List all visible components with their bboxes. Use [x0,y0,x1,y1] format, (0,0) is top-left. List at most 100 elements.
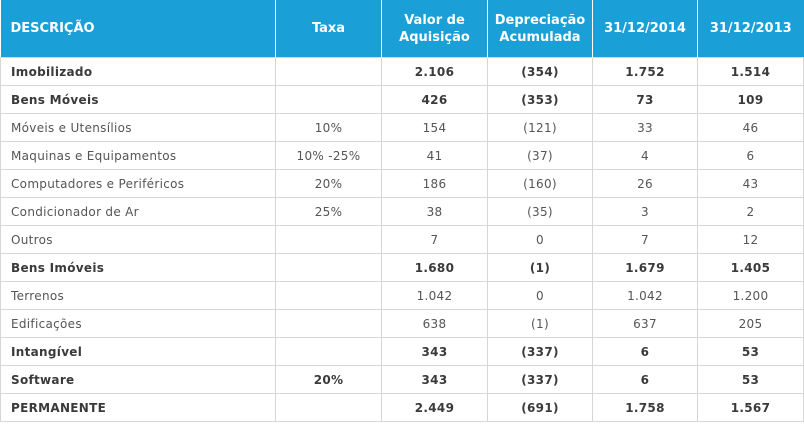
cell-2013: 109 [697,85,804,114]
header-2014: 31/12/2014 [592,0,698,58]
cell-depreciacao: (691) [487,393,593,422]
table-row: Bens Móveis 426 (353) 73 109 [0,85,804,114]
cell-2014: 1.758 [592,393,698,422]
cell-2013: 53 [697,337,804,366]
cell-valor-aquisicao: 154 [381,113,488,142]
cell-2014: 6 [592,365,698,394]
cell-2013: 46 [697,113,804,142]
header-descricao: DESCRIÇÃO [0,0,276,58]
table-row: Imobilizado 2.106 (354) 1.752 1.514 [0,57,804,86]
table-row: Terrenos 1.042 0 1.042 1.200 [0,281,804,310]
cell-descricao: Maquinas e Equipamentos [0,141,276,170]
cell-depreciacao: (37) [487,141,593,170]
cell-descricao: Bens Imóveis [0,253,276,282]
cell-2014: 4 [592,141,698,170]
fixed-assets-table: DESCRIÇÃO Taxa Valor de Aquisição Depreci… [0,0,804,422]
cell-taxa: 10% [275,113,382,142]
cell-depreciacao: (354) [487,57,593,86]
cell-taxa [275,253,382,282]
cell-valor-aquisicao: 41 [381,141,488,170]
cell-2014: 33 [592,113,698,142]
cell-2013: 6 [697,141,804,170]
cell-taxa [275,337,382,366]
table-row: Computadores e Periféricos 20% 186 (160) 26 4… [0,169,804,198]
cell-taxa [275,85,382,114]
cell-depreciacao: (337) [487,365,593,394]
table-row: Condicionador de Ar 25% 38 (35) 3 2 [0,197,804,226]
cell-2014: 1.042 [592,281,698,310]
cell-descricao: Outros [0,225,276,254]
cell-taxa [275,57,382,86]
cell-valor-aquisicao: 2.449 [381,393,488,422]
cell-depreciacao: (353) [487,85,593,114]
table-body: Imobilizado 2.106 (354) 1.752 1.514 Bens Móve… [0,57,804,422]
cell-valor-aquisicao: 186 [381,169,488,198]
cell-descricao: Imobilizado [0,57,276,86]
cell-taxa [275,225,382,254]
cell-taxa: 25% [275,197,382,226]
cell-taxa: 20% [275,169,382,198]
cell-2014: 1.752 [592,57,698,86]
cell-taxa: 20% [275,365,382,394]
cell-valor-aquisicao: 7 [381,225,488,254]
cell-valor-aquisicao: 426 [381,85,488,114]
header-depreciacao-acumulada: Depreciação Acumulada [487,0,593,58]
cell-taxa [275,393,382,422]
header-valor-aquisicao: Valor de Aquisição [381,0,488,58]
cell-2014: 7 [592,225,698,254]
cell-valor-aquisicao: 1.680 [381,253,488,282]
cell-2014: 73 [592,85,698,114]
cell-2013: 1.200 [697,281,804,310]
cell-descricao: Terrenos [0,281,276,310]
cell-2014: 6 [592,337,698,366]
cell-taxa: 10% -25% [275,141,382,170]
cell-2013: 12 [697,225,804,254]
table-row: Edificações 638 (1) 637 205 [0,309,804,338]
cell-2014: 1.679 [592,253,698,282]
cell-descricao: Computadores e Periféricos [0,169,276,198]
cell-2013: 43 [697,169,804,198]
cell-descricao: Condicionador de Ar [0,197,276,226]
cell-2014: 3 [592,197,698,226]
table-row: Maquinas e Equipamentos 10% -25% 41 (37) 4 6 [0,141,804,170]
cell-descricao: PERMANENTE [0,393,276,422]
cell-depreciacao: (121) [487,113,593,142]
cell-depreciacao: (160) [487,169,593,198]
cell-2014: 26 [592,169,698,198]
cell-depreciacao: 0 [487,281,593,310]
cell-2014: 637 [592,309,698,338]
table-row: Outros 7 0 7 12 [0,225,804,254]
cell-depreciacao: (1) [487,253,593,282]
table-header-row: DESCRIÇÃO Taxa Valor de Aquisição Depreci… [0,0,804,58]
header-2013: 31/12/2013 [697,0,804,58]
table-row: Intangível 343 (337) 6 53 [0,337,804,366]
cell-2013: 1.514 [697,57,804,86]
cell-2013: 1.405 [697,253,804,282]
cell-depreciacao: (337) [487,337,593,366]
cell-2013: 2 [697,197,804,226]
cell-2013: 205 [697,309,804,338]
cell-depreciacao: (35) [487,197,593,226]
cell-descricao: Móveis e Utensílios [0,113,276,142]
cell-2013: 53 [697,365,804,394]
table-row: Bens Imóveis 1.680 (1) 1.679 1.405 [0,253,804,282]
cell-descricao: Edificações [0,309,276,338]
table-row: Móveis e Utensílios 10% 154 (121) 33 46 [0,113,804,142]
cell-taxa [275,309,382,338]
table-row: PERMANENTE 2.449 (691) 1.758 1.567 [0,393,804,422]
cell-valor-aquisicao: 638 [381,309,488,338]
cell-valor-aquisicao: 1.042 [381,281,488,310]
cell-descricao: Intangível [0,337,276,366]
cell-descricao: Bens Móveis [0,85,276,114]
cell-taxa [275,281,382,310]
cell-depreciacao: (1) [487,309,593,338]
cell-valor-aquisicao: 343 [381,337,488,366]
table-row: Software 20% 343 (337) 6 53 [0,365,804,394]
cell-valor-aquisicao: 38 [381,197,488,226]
header-taxa: Taxa [275,0,382,58]
cell-depreciacao: 0 [487,225,593,254]
cell-valor-aquisicao: 2.106 [381,57,488,86]
cell-valor-aquisicao: 343 [381,365,488,394]
asset-table-container: DESCRIÇÃO Taxa Valor de Aquisição Depreci… [0,0,804,422]
cell-descricao: Software [0,365,276,394]
